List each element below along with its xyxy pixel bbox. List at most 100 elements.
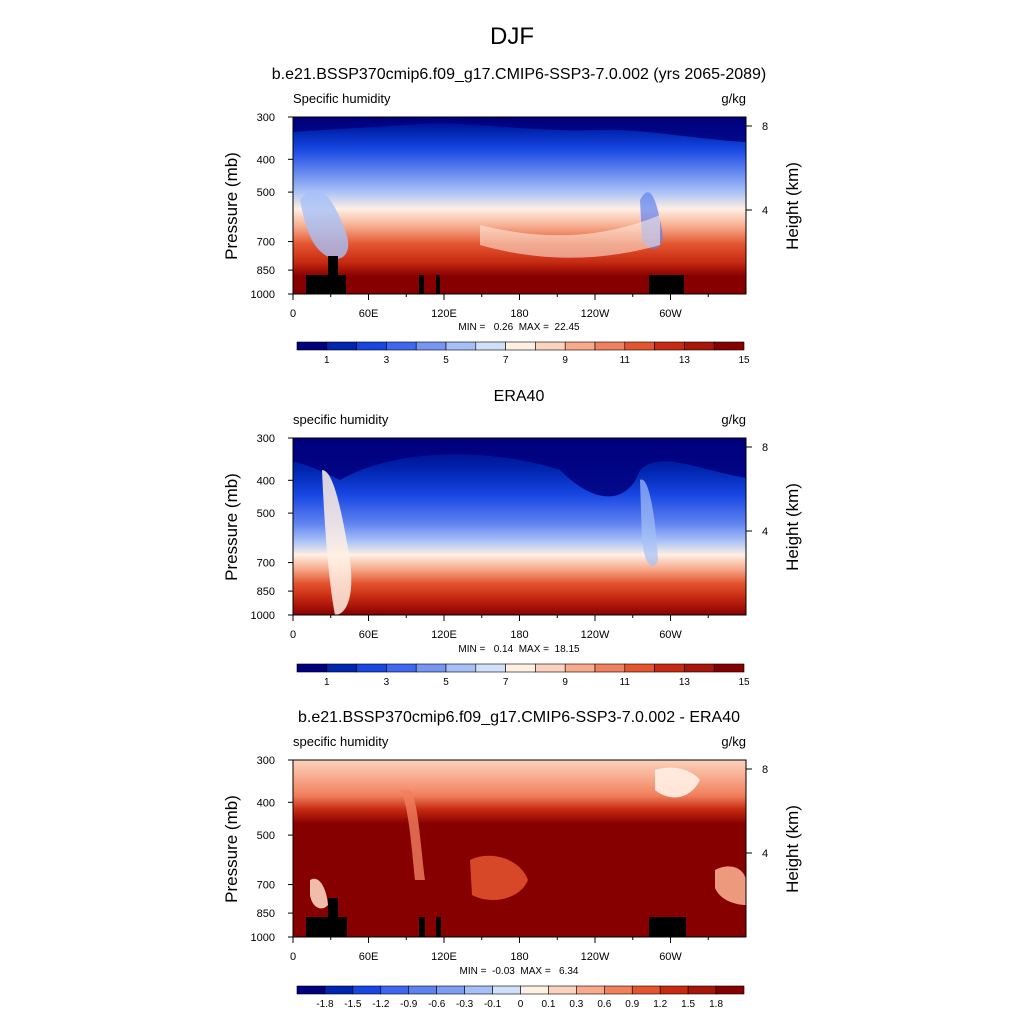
panel-1-units-label: g/kg — [721, 91, 746, 106]
x-tick-label: 120E — [431, 629, 457, 641]
x-tick-label: 60W — [659, 951, 682, 963]
colorbar-label: 1.5 — [681, 999, 695, 1010]
y2-tick-label: 8 — [762, 764, 768, 776]
panel-3: b.e21.BSSP370cmip6.f09_g17.CMIP6-SSP3-7.… — [222, 709, 802, 1010]
colorbar-swatch — [520, 985, 549, 995]
x-tick-label: 120E — [431, 308, 457, 320]
colorbar-label: 9 — [562, 355, 568, 366]
panel-2-title: ERA40 — [494, 388, 545, 405]
y-tick-label: 300 — [257, 755, 275, 767]
panel-3-topography — [306, 898, 686, 937]
colorbar-label: 7 — [503, 677, 509, 688]
panel-2-x-axis: 0 60E 120E 180 120W 60W — [290, 615, 709, 641]
x-tick-label: 180 — [510, 308, 528, 320]
y-tick-label: 1000 — [251, 932, 275, 944]
colorbar-swatch — [659, 985, 689, 995]
colorbar-swatch — [604, 985, 633, 995]
colorbar-label: 15 — [738, 355, 750, 366]
y-tick-label: 400 — [257, 154, 275, 166]
colorbar-swatch — [436, 985, 465, 995]
colorbar-label: 0.3 — [569, 999, 583, 1010]
colorbar-label: -0.9 — [400, 999, 418, 1010]
x-tick-label: 120E — [431, 951, 457, 963]
panel-3-colorbar: -1.8 -1.5 -1.2 -0.9 -0.6 -0.3 -0.1 0 0.1 0.3 0.6 0.… — [296, 985, 745, 1010]
panel-3-x-axis: 0 60E 120E 180 120W 60W — [290, 937, 709, 963]
panel-1-y2-axis: 84 — [746, 121, 768, 217]
panel-2-units-label: g/kg — [721, 412, 746, 427]
colorbar-label: 0.1 — [541, 999, 555, 1010]
colorbar-swatch — [386, 341, 417, 351]
colorbar-swatch — [654, 663, 685, 673]
colorbar-label: 9 — [562, 677, 568, 688]
colorbar-label: 15 — [738, 677, 750, 688]
colorbar-label: -0.1 — [484, 999, 502, 1010]
colorbar-label: 0 — [518, 999, 524, 1010]
x-tick-label: 60W — [659, 629, 682, 641]
colorbar-label: 3 — [384, 355, 390, 366]
x-tick-label: 0 — [290, 308, 296, 320]
colorbar-label: 1 — [324, 677, 330, 688]
colorbar-label: 5 — [443, 677, 449, 688]
x-tick-label: 120W — [581, 951, 610, 963]
y-tick-label: 500 — [257, 830, 275, 842]
colorbar-label: -0.6 — [428, 999, 446, 1010]
panel-2-y-axis: 300 400 500 700 850 1000 — [251, 433, 293, 622]
y-tick-label: 500 — [257, 508, 275, 520]
panel-3-field — [293, 760, 746, 937]
panel-1-stats: MIN = 0.26 MAX = 22.45 — [458, 322, 580, 333]
colorbar-swatch — [415, 663, 447, 673]
panel-3-y-axis: 300 400 500 700 850 1000 — [251, 755, 293, 944]
panel-2: ERA40 specific humidity g/kg 30040050070… — [222, 388, 802, 688]
colorbar-label: 13 — [679, 677, 691, 688]
colorbar-swatch — [715, 985, 745, 995]
y-tick-label: 400 — [257, 797, 275, 809]
colorbar-swatch — [687, 985, 717, 995]
colorbar-label: -1.2 — [372, 999, 390, 1010]
x-tick-label: 0 — [290, 629, 296, 641]
colorbar-swatch — [475, 663, 506, 673]
x-tick-label: 60W — [659, 308, 682, 320]
colorbar-swatch — [505, 663, 536, 673]
colorbar-label: 1.2 — [653, 999, 667, 1010]
panel-3-stats: MIN = -0.03 MAX = 6.34 — [460, 966, 579, 977]
page-title: DJF — [490, 23, 534, 50]
x-tick-label: 120W — [581, 629, 610, 641]
colorbar-swatch — [548, 985, 577, 995]
colorbar-label: 1.8 — [709, 999, 723, 1010]
y-tick-label: 700 — [257, 558, 275, 570]
colorbar-swatch — [684, 663, 715, 673]
colorbar-label: -0.3 — [456, 999, 474, 1010]
panel-1-colorbar: 1 3 5 7 9 11 13 15 — [296, 341, 750, 366]
colorbar-label: 7 — [503, 355, 509, 366]
colorbar-swatch — [713, 663, 745, 673]
panel-2-y2-axis: 84 — [746, 442, 768, 538]
colorbar-swatch — [564, 663, 596, 673]
colorbar-label: -1.8 — [316, 999, 334, 1010]
y-tick-label: 850 — [257, 586, 275, 598]
colorbar-label: 13 — [679, 355, 691, 366]
colorbar-swatch — [356, 663, 387, 673]
colorbar-swatch — [415, 341, 447, 351]
y2-tick-label: 4 — [762, 848, 768, 860]
colorbar-swatch — [594, 341, 626, 351]
colorbar-swatch — [326, 663, 357, 673]
panel-3-units-label: g/kg — [721, 734, 746, 749]
colorbar-swatch — [296, 663, 328, 673]
x-tick-label: 120W — [581, 308, 610, 320]
y-tick-label: 850 — [257, 265, 275, 277]
panel-1-variable-label: Specific humidity — [293, 91, 391, 106]
panel-3-variable-label: specific humidity — [293, 734, 389, 749]
y-tick-label: 1000 — [251, 610, 275, 622]
panel-1-x-axis: 0 60E 120E 180 120W 60W — [290, 294, 709, 320]
colorbar-swatch — [505, 341, 536, 351]
colorbar-label: -1.5 — [344, 999, 362, 1010]
panel-3-y2-axis-label: Height (km) — [783, 805, 802, 893]
colorbar-swatch — [408, 985, 437, 995]
colorbar-label: 3 — [384, 677, 390, 688]
colorbar-swatch — [296, 341, 328, 351]
colorbar-swatch — [654, 341, 685, 351]
x-tick-label: 180 — [510, 951, 528, 963]
y-tick-label: 850 — [257, 908, 275, 920]
panel-2-field — [293, 438, 746, 615]
